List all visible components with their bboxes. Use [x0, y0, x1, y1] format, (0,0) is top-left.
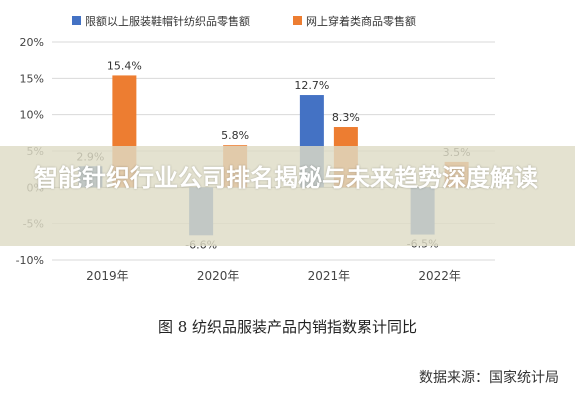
- x-tick-label: 2021年: [308, 269, 351, 283]
- x-tick-label: 2020年: [197, 269, 240, 283]
- figure-caption: 图 8 纺织品服装产品内销指数累计同比: [157, 318, 418, 336]
- legend-label: 限额以上服装鞋帽针纺织品零售额: [85, 14, 250, 28]
- y-tick-label: -10%: [16, 254, 44, 267]
- data-label: 5.8%: [221, 129, 249, 142]
- data-label: 8.3%: [332, 111, 360, 124]
- article-title: 智能针织行业公司排名揭秘与未来趋势深度解读: [34, 164, 538, 192]
- title-banner: 智能针织行业公司排名揭秘与未来趋势深度解读: [0, 146, 575, 246]
- y-tick-label: 15%: [20, 72, 44, 85]
- legend-swatch: [72, 16, 81, 25]
- y-tick-label: 20%: [20, 36, 44, 49]
- x-tick-label: 2022年: [418, 269, 461, 283]
- x-tick-label: 2019年: [86, 269, 129, 283]
- data-label: 15.4%: [107, 59, 142, 72]
- data-label: 12.7%: [294, 79, 329, 92]
- y-tick-label: 10%: [20, 109, 44, 122]
- legend-label: 网上穿着类商品零售额: [306, 14, 416, 28]
- data-source: 数据来源：国家统计局: [419, 370, 559, 386]
- legend-swatch: [293, 16, 302, 25]
